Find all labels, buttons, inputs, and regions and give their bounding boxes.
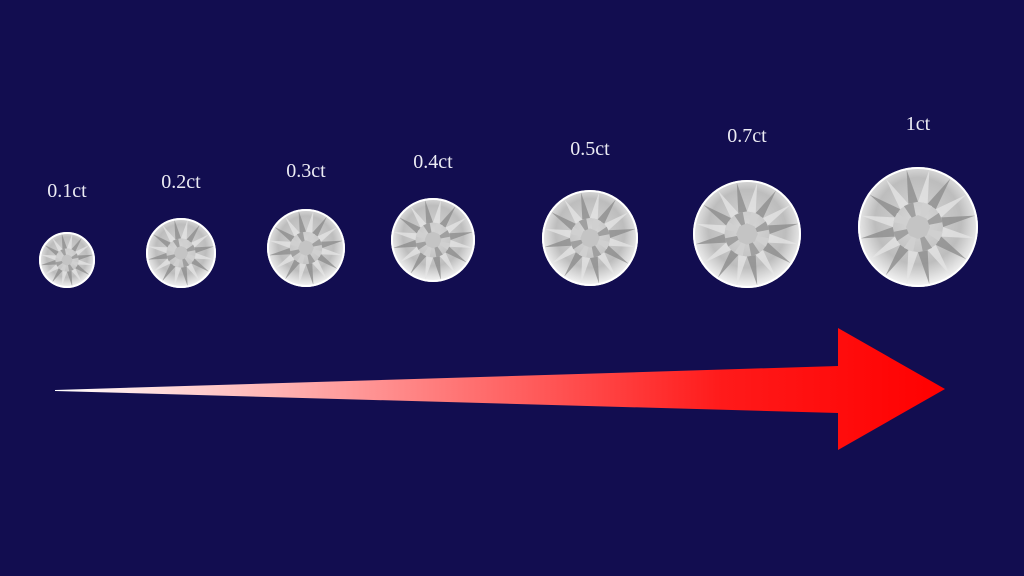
diamond	[693, 180, 801, 288]
size-arrow	[55, 328, 945, 450]
diamond	[542, 190, 638, 286]
carat-label: 0.4ct	[413, 151, 453, 173]
diamond	[391, 198, 475, 282]
carat-label: 0.7ct	[727, 125, 767, 147]
carat-label: 0.3ct	[286, 160, 326, 182]
carat-label: 1ct	[905, 113, 931, 135]
carat-label: 0.1ct	[47, 180, 87, 202]
carat-label: 0.5ct	[570, 138, 610, 160]
diamond	[39, 232, 95, 288]
diamond	[858, 167, 978, 287]
carat-label: 0.2ct	[161, 171, 201, 193]
diamond	[146, 218, 216, 288]
diamond	[267, 209, 345, 287]
